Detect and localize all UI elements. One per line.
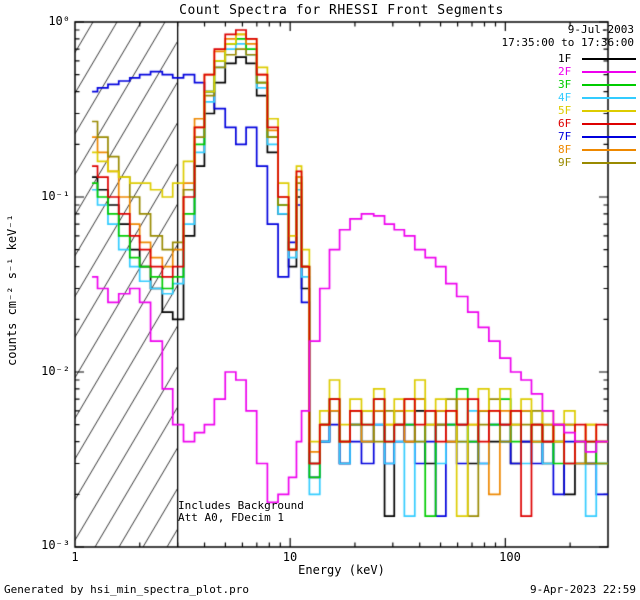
- chart-title: Count Spectra for RHESSI Front Segments: [179, 3, 504, 18]
- legend-item-6f: 6F: [558, 117, 636, 130]
- legend-label: 5F: [558, 104, 572, 117]
- legend-item-9f: 9F: [558, 156, 636, 169]
- legend-label: 7F: [558, 130, 572, 143]
- x-tick-label-10: 10: [282, 550, 298, 564]
- legend-label: 3F: [558, 78, 572, 91]
- y-tick-label-1e0: 10⁰: [48, 14, 70, 28]
- legend-label: 8F: [558, 143, 572, 156]
- observation-date: 9-Jul-2003: [567, 23, 634, 36]
- legend-line-swatch: [582, 57, 636, 60]
- legend-label: 4F: [558, 91, 572, 104]
- y-tick-label-1e-1: 10⁻¹: [41, 189, 70, 203]
- legend-item-2f: 2F: [558, 65, 636, 78]
- legend-item-1f: 1F: [558, 52, 636, 65]
- legend-item-5f: 5F: [558, 104, 636, 117]
- background-annotation: Includes Background: [178, 499, 304, 512]
- legend-line-swatch: [582, 70, 636, 73]
- legend-label: 6F: [558, 117, 572, 130]
- legend-item-7f: 7F: [558, 130, 636, 143]
- legend-line-swatch: [582, 135, 636, 138]
- x-tick-label-100: 100: [499, 550, 521, 564]
- legend-item-3f: 3F: [558, 78, 636, 91]
- x-axis-label: Energy (keV): [298, 563, 385, 577]
- legend-label: 9F: [558, 156, 572, 169]
- legend-label: 1F: [558, 52, 572, 65]
- y-tick-label-1e-3: 10⁻³: [41, 538, 70, 552]
- footer-timestamp: 9-Apr-2023 22:59: [530, 583, 636, 596]
- legend-line-swatch: [582, 148, 636, 151]
- y-tick-label-1e-2: 10⁻²: [41, 364, 70, 378]
- observation-time-range: 17:35:00 to 17:36:00: [501, 36, 634, 49]
- legend-line-swatch: [582, 122, 636, 125]
- legend-label: 2F: [558, 65, 572, 78]
- attenuator-annotation: Att A0, FDecim 1: [178, 511, 284, 524]
- footer-generator-note: Generated by hsi_min_spectra_plot.pro: [4, 583, 250, 596]
- x-tick-label-1: 1: [71, 550, 79, 564]
- legend-line-swatch: [582, 109, 636, 112]
- legend-line-swatch: [582, 161, 636, 164]
- legend-item-4f: 4F: [558, 91, 636, 104]
- legend-line-swatch: [582, 96, 636, 99]
- y-axis-label: counts cm⁻² s⁻¹ keV⁻¹: [5, 214, 19, 366]
- legend-line-swatch: [582, 83, 636, 86]
- legend-item-8f: 8F: [558, 143, 636, 156]
